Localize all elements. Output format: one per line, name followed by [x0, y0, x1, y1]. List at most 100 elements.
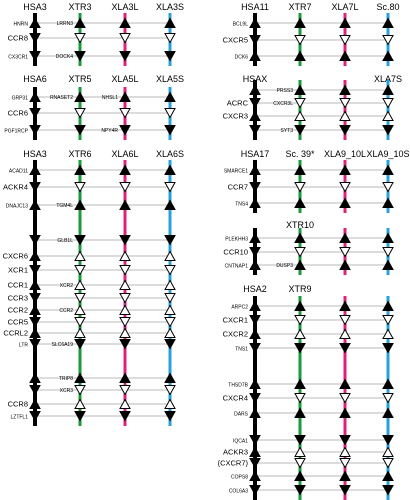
gene-arrow-xla-l-p8-3	[339, 343, 351, 354]
gene-arrow-xtr-p3-3	[74, 235, 86, 246]
gene-label-p6-1: CCR7	[228, 183, 248, 192]
gene-label-p3-14: CCR8	[8, 400, 28, 409]
gene-label-p8-9: (CXCR7)	[218, 459, 249, 468]
gene-label-p8-2: CXCR2	[223, 330, 248, 339]
gene-arrow-xtr-p8-8	[294, 446, 306, 457]
header-p8-0: HSA2	[243, 284, 267, 294]
gene-arrow-xtr-p8-3	[294, 343, 306, 354]
gene-arrow-human-p3-6	[29, 279, 41, 290]
gene-label-p4-2: DCK6	[235, 55, 249, 61]
gene-arrow-xtr-p8-6	[294, 407, 306, 418]
gene-arrow-human-p8-3	[249, 343, 261, 354]
gene-arrow-human-p3-0	[29, 164, 41, 175]
gene-arrow-xtr-p8-0	[294, 300, 306, 311]
gene-label-p4-0: BCL9L	[233, 22, 249, 28]
xtr-gene-label-p3-11: SLC6A19	[52, 342, 74, 348]
xtr-gene-label-p1-0: LRRN3	[57, 21, 74, 27]
gene-arrow-xla-l-p1-2	[119, 51, 131, 62]
gene-label-p8-1: CXCR1	[223, 316, 248, 325]
header-p3-3: XLA6S	[156, 149, 184, 159]
gene-arrow-xla-l-p7-0	[339, 232, 351, 243]
header-p1-2: XLA3L	[111, 2, 138, 12]
gene-label-p7-0: PLEKHH3	[225, 237, 248, 243]
gene-arrow-xla-s-p3-3	[164, 235, 176, 246]
gene-arrow-xla-l-p3-11	[119, 339, 131, 350]
gene-label-p8-11: COL6A3	[229, 489, 248, 495]
gene-arrow-xtr-p3-0	[74, 164, 86, 175]
gene-arrow-xla-s-p8-7	[382, 435, 394, 446]
gene-arrow-xla-l-p4-1	[339, 35, 351, 46]
gene-label-p1-2: CX3CR1	[8, 55, 28, 61]
gene-arrow-xtr-p3-5	[74, 265, 86, 276]
gene-arrow-xla-s-p8-6	[382, 407, 394, 418]
gene-arrow-xla-l-p8-8	[339, 446, 351, 457]
gene-arrow-xtr-p1-2	[74, 51, 86, 62]
gene-label-p6-2: TNS4	[235, 202, 248, 208]
gene-label-p2-0: GRP31	[12, 96, 29, 102]
gene-arrow-human-p1-0	[29, 17, 41, 28]
gene-arrow-xla-l-p5-3	[339, 125, 351, 136]
header-p6-3: XLA9_10S	[366, 149, 409, 159]
gene-arrow-xtr-p4-2	[294, 50, 306, 61]
gene-arrow-human-p8-6	[249, 407, 261, 418]
gene-arrow-xtr-p3-9	[74, 317, 86, 328]
xtr-gene-label-p5-3: SYT3	[280, 128, 293, 134]
header-p4-0: HSA11	[241, 2, 269, 12]
gene-arrow-xla-l-p1-0	[119, 17, 131, 28]
xtr-gene-label-p5-1: CXCR3L	[273, 101, 293, 107]
gene-label-p8-3: TNS1	[235, 347, 248, 353]
gene-label-p3-15: LZTFL1	[10, 415, 28, 421]
gene-arrow-xla-s-p3-14	[164, 398, 176, 409]
gene-arrow-human-p2-1	[29, 108, 41, 119]
gene-arrow-xla-s-p2-0	[164, 91, 176, 102]
gene-arrow-xla-l-p3-8	[119, 304, 131, 315]
gene-arrow-xla-s-p8-1	[382, 315, 394, 326]
gene-arrow-xla-l-p8-10	[339, 470, 351, 481]
gene-label-p3-1: ACKR4	[3, 183, 28, 192]
gene-arrow-xla-s-p5-3	[382, 125, 394, 136]
gene-arrow-xla-l-p1-1	[119, 33, 131, 44]
gene-arrow-human-p6-2	[249, 197, 261, 208]
gene-arrow-xla-s-p8-11	[382, 485, 394, 496]
gene-arrow-xtr-p4-0	[294, 17, 306, 28]
gene-label-p3-0: ACAD11	[9, 169, 28, 175]
gene-arrow-xla-s-p3-9	[164, 317, 176, 328]
gene-arrow-xla-s-p5-1	[382, 98, 394, 109]
gene-arrow-human-p5-2	[249, 110, 261, 121]
gene-arrow-xla-s-p3-15	[164, 411, 176, 422]
xtr-gene-label-p3-6: XCR2	[60, 283, 74, 289]
gene-label-p3-4: CXCR6	[3, 252, 28, 261]
gene-arrow-xla-s-p5-2	[382, 110, 394, 121]
gene-arrow-human-p8-0	[249, 300, 261, 311]
gene-arrow-human-p3-8	[29, 304, 41, 315]
gene-arrow-xla-s-p7-2	[382, 259, 394, 270]
gene-arrow-human-p8-2	[249, 328, 261, 339]
gene-arrow-xla-l-p8-5	[339, 393, 351, 404]
gene-arrow-xtr-p7-1	[294, 247, 306, 258]
gene-arrow-human-p4-1	[249, 35, 261, 46]
gene-label-p1-1: CCR8	[8, 34, 28, 43]
gene-arrow-xla-l-p8-2	[339, 328, 351, 339]
header-p4-2: XLA7L	[331, 2, 358, 12]
gene-arrow-xla-s-p5-0	[382, 84, 394, 95]
gene-arrow-xla-l-p8-1	[339, 315, 351, 326]
gene-arrow-xtr-p3-12	[74, 372, 86, 383]
gene-arrow-xla-l-p5-0	[339, 84, 351, 95]
gene-arrow-xla-l-p3-10	[119, 327, 131, 338]
gene-arrow-xtr-p8-9	[294, 458, 306, 469]
gene-arrow-xla-s-p2-1	[164, 108, 176, 119]
gene-label-p5-1: ACRC	[227, 99, 249, 108]
gene-label-p5-2: CXCR3	[223, 112, 248, 121]
xtr-gene-label-p7-2: DUSP3	[276, 263, 293, 269]
gene-arrow-xla-l-p2-1	[119, 108, 131, 119]
gene-label-p3-6: CCR1	[8, 281, 28, 290]
gene-arrow-xla-s-p8-10	[382, 470, 394, 481]
gene-arrow-human-p5-1	[249, 98, 261, 109]
gene-arrow-xla-l-p8-7	[339, 435, 351, 446]
gene-arrow-human-p7-1	[249, 247, 261, 258]
gene-arrow-human-p3-3	[29, 235, 41, 246]
gene-arrow-xla-s-p6-1	[382, 182, 394, 193]
gene-arrow-xtr-p3-1	[74, 182, 86, 193]
gene-arrow-human-p8-11	[249, 485, 261, 496]
